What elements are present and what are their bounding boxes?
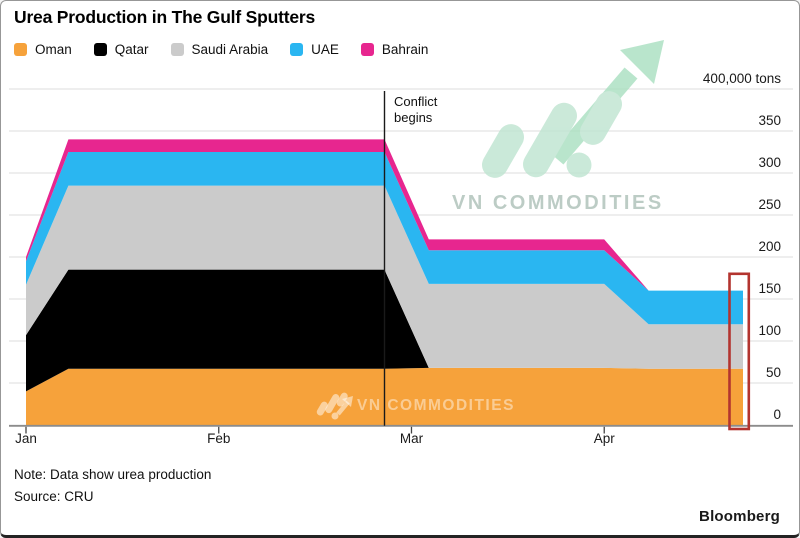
x-tick-label-feb: Feb <box>207 431 231 446</box>
legend-item-bahrain: Bahrain <box>360 42 429 57</box>
x-tick-label-jan: Jan <box>15 431 37 446</box>
legend-item-uae: UAE <box>290 42 339 57</box>
chart-source: Source: CRU <box>14 489 94 504</box>
conflict-annotation: Conflict begins <box>394 94 437 126</box>
y-tick-label-300: 300 <box>758 155 781 170</box>
legend-label: Bahrain <box>381 42 429 57</box>
watermark-logo-small <box>316 392 353 420</box>
qatar-color-swatch <box>93 43 107 56</box>
watermark-text-large: VN COMMODITIES <box>452 192 664 214</box>
area-band-saudi-arabia <box>26 185 743 369</box>
area-band-uae <box>26 152 743 325</box>
y-tick-label-50: 50 <box>765 365 781 380</box>
y-tick-label-200: 200 <box>758 239 781 254</box>
legend-item-qatar: Qatar <box>93 42 149 57</box>
page-title: Urea Production in The Gulf Sputters <box>14 7 316 27</box>
legend-item-oman: Oman <box>14 42 72 57</box>
y-tick-label-150: 150 <box>758 281 781 296</box>
y-tick-label-350: 350 <box>758 113 781 128</box>
legend-label: Oman <box>35 42 72 57</box>
watermark-logo-large <box>482 40 664 178</box>
y-tick-label-100: 100 <box>758 323 781 338</box>
conflict-annotation-line1: Conflict <box>394 94 438 109</box>
chart-legend: Oman Qatar Saudi Arabia UAE Bahrain <box>14 42 428 57</box>
conflict-annotation-line2: begins <box>394 110 433 125</box>
bahrain-color-swatch <box>360 43 374 56</box>
y-tick-label-0: 0 <box>773 407 781 422</box>
x-tick-label-apr: Apr <box>593 431 615 446</box>
bloomberg-attribution: Bloomberg <box>699 508 780 525</box>
chart-note: Note: Data show urea production <box>14 467 212 482</box>
oman-color-swatch <box>14 43 27 56</box>
y-tick-label-250: 250 <box>758 197 781 212</box>
uae-color-swatch <box>290 43 304 56</box>
legend-label: Qatar <box>114 42 149 57</box>
legend-label: Saudi Arabia <box>191 42 269 57</box>
legend-item-saudi-arabia: Saudi Arabia <box>170 42 269 57</box>
x-tick-label-mar: Mar <box>399 431 424 446</box>
watermark-text-small: VN COMMODITIES <box>357 397 515 414</box>
y-axis-unit-label: 400,000 tons <box>702 71 781 86</box>
legend-label: UAE <box>311 42 339 57</box>
saudi-arabia-color-swatch <box>170 43 184 56</box>
highlight-box <box>728 272 751 431</box>
